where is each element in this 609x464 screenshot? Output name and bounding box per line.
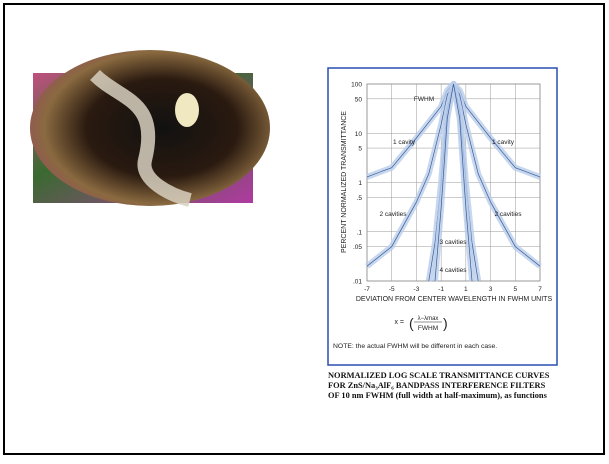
photo xyxy=(30,50,270,207)
x-tick-label: -1 xyxy=(438,286,444,293)
series-label: 4 cavities xyxy=(439,267,467,274)
y-tick-label: 100 xyxy=(351,82,362,89)
y-tick-label: 10 xyxy=(355,131,363,138)
x-axis-label: DEVIATION FROM CENTER WAVELENGTH IN FWHM… xyxy=(356,296,553,303)
paren: ) xyxy=(443,315,448,331)
x-tick-label: -7 xyxy=(364,286,370,293)
plot: 100 50 10 5 1 .5 .1 .05 .01-7 -5 -3 -1 1 3 5 7 xyxy=(351,81,542,293)
series-label: 1 cavity xyxy=(393,139,416,146)
x-tick-label: -3 xyxy=(414,286,420,293)
caption-line: OF 10 nm FWHM (full width at half-maximu… xyxy=(328,391,548,400)
y-tick-label: .01 xyxy=(353,279,362,286)
y-axis-label: PERCENT NORMALIZED TRANSMITTANCE xyxy=(341,111,348,253)
note: NOTE: the actual FWHM will be different … xyxy=(333,343,497,350)
caption-line: NORMALIZED LOG SCALE TRANSMITTANCE CURVE… xyxy=(328,371,550,380)
caption-line: FOR ZnS/Na₃AlF₆ BANDPASS INTERFERENCE FI… xyxy=(328,381,546,390)
series-label: 2 cavities xyxy=(379,211,407,218)
series-line xyxy=(434,83,473,282)
x-tick-label: 3 xyxy=(489,286,493,293)
series-label: 2 cavities xyxy=(494,211,522,218)
formula-lhs: x = xyxy=(394,319,404,326)
y-tick-label: .5 xyxy=(357,195,363,202)
y-tick-label: .05 xyxy=(353,244,362,251)
formula-denominator: FWHM xyxy=(418,325,438,332)
x-tick-label: 5 xyxy=(513,286,517,293)
annotation: FWHM xyxy=(414,96,434,103)
series-label: 1 cavity xyxy=(492,139,515,146)
y-tick-label: 1 xyxy=(358,180,362,187)
y-tick-label: .1 xyxy=(357,229,363,236)
x-tick-label: -5 xyxy=(389,286,395,293)
formula-numerator: λ−λmax xyxy=(418,316,439,322)
paren: ( xyxy=(409,315,414,331)
x-tick-label: 7 xyxy=(538,286,542,293)
series-label: 3 cavities xyxy=(439,239,467,246)
y-tick-label: 50 xyxy=(355,96,363,103)
x-tick-label: 1 xyxy=(464,286,468,293)
y-tick-label: 5 xyxy=(358,146,362,153)
